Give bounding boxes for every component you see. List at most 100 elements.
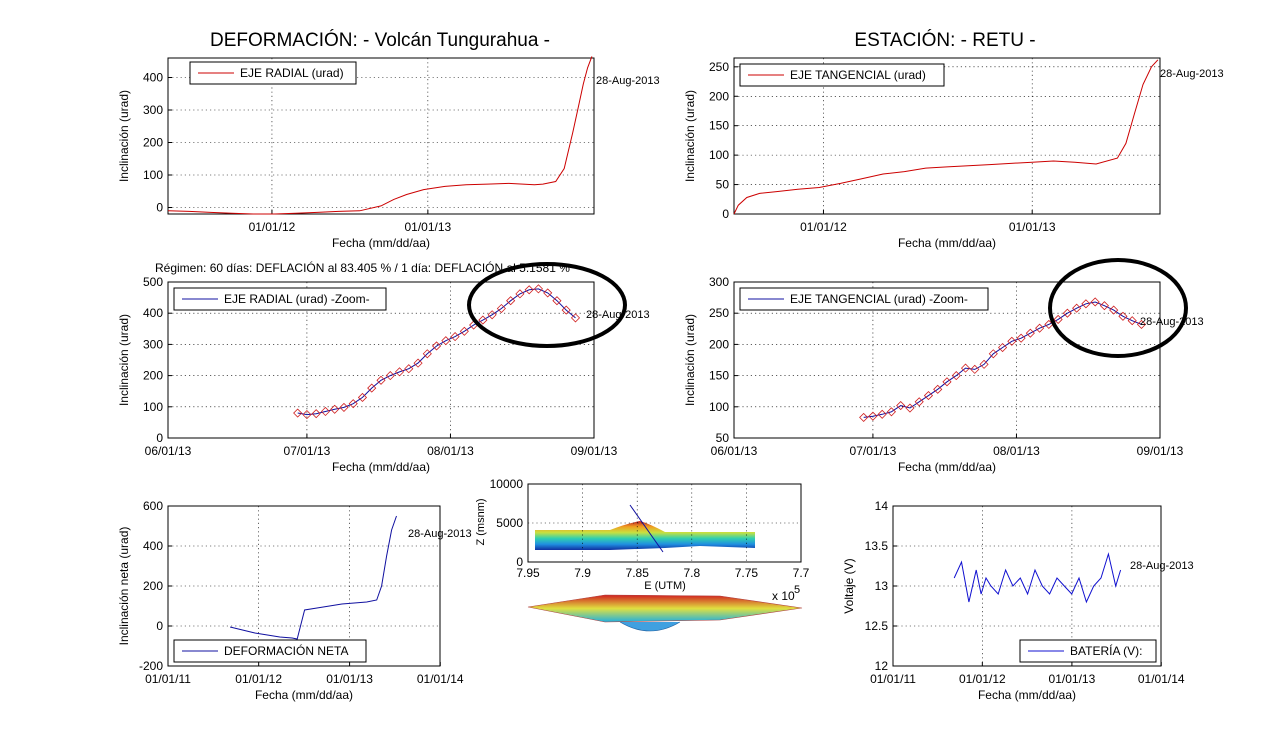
- data-point: [1007, 336, 1017, 346]
- legend-label: EJE RADIAL (urad) -Zoom-: [224, 292, 370, 306]
- x-tick-label: 09/01/13: [1137, 444, 1184, 458]
- series-line: [863, 301, 1142, 418]
- legend-label: EJE TANGENCIAL (urad) -Zoom-: [790, 292, 968, 306]
- data-point: [561, 305, 571, 315]
- x-axis-label: Fecha (mm/dd/aa): [332, 460, 430, 474]
- panel-bateria: 12 12.5 13 13.5 14 01/01/11 01/01/12 01/01/13 01…: [842, 499, 1194, 702]
- data-point: [1025, 328, 1035, 338]
- profile-3d-panel: 7.95 7.9 7.85 7.8 7.75 7.7 0 5000 10000 Z (msnm)…: [475, 477, 810, 632]
- series-line: [167, 56, 593, 215]
- y-tick-label: 12.5: [865, 619, 889, 633]
- date-annotation: 28-Aug-2013: [586, 309, 650, 321]
- data-point: [933, 384, 943, 394]
- y-axis-label: Voltaje (V): [842, 558, 856, 613]
- data-point: [459, 326, 469, 336]
- profile-x-tick-label: 7.95: [516, 566, 540, 580]
- y-tick-label: 300: [143, 103, 163, 117]
- data-point: [997, 342, 1008, 353]
- data-point: [496, 303, 506, 314]
- data-point: [979, 359, 989, 369]
- y-tick-label: 300: [709, 275, 729, 289]
- data-point: [914, 397, 924, 407]
- data-point: [951, 371, 961, 381]
- date-annotation: 28-Aug-2013: [1140, 316, 1204, 328]
- profile-x-tick-label: 7.9: [574, 566, 591, 580]
- data-point: [543, 288, 553, 298]
- panel-tangencial: 0 50 100 150 200 250 01/01/12 01/01/13 Fecha (mm…: [683, 57, 1224, 250]
- y-tick-label: 400: [143, 71, 163, 85]
- data-point: [988, 349, 998, 359]
- profile-y-tick-label: 5000: [496, 516, 523, 530]
- y-tick-label: 200: [143, 579, 163, 593]
- panel-tangencial-zoom: 50 100 150 200 250 300 06/01/13 07/01/13 08/01/1…: [683, 258, 1204, 474]
- profile-x-tick-label: 7.7: [793, 566, 810, 580]
- data-point: [339, 402, 349, 412]
- data-point: [570, 313, 581, 323]
- data-point: [1016, 333, 1026, 343]
- series-line: [733, 59, 1159, 215]
- legend-box: [739, 63, 945, 87]
- profile-line: [629, 504, 664, 553]
- y-axis-label: Inclinación neta (urad): [117, 527, 131, 646]
- y-tick-label: 200: [143, 136, 163, 150]
- data-point: [1109, 305, 1119, 315]
- data-point: [905, 403, 915, 413]
- legend-box: [173, 287, 387, 311]
- y-axis-label: Inclinación (urad): [683, 314, 697, 406]
- profile-exponent: x 10: [772, 589, 795, 603]
- date-annotation: 28-Aug-2013: [408, 528, 472, 540]
- data-point: [487, 310, 497, 320]
- x-tick-label: 06/01/13: [711, 444, 758, 458]
- data-point: [1118, 311, 1128, 321]
- data-point: [404, 364, 414, 374]
- legend-label: DEFORMACIÓN NETA: [224, 643, 348, 658]
- x-tick-label: 01/01/14: [417, 672, 464, 686]
- profile-y-tick-label: 10000: [490, 477, 524, 491]
- title-right: ESTACIÓN: - RETU -: [854, 29, 1035, 51]
- data-point: [450, 332, 460, 342]
- x-axis-label: Fecha (mm/dd/aa): [898, 460, 996, 474]
- data-point: [302, 410, 312, 420]
- terrain-profile: [535, 521, 755, 550]
- legend-box: [739, 287, 989, 311]
- y-tick-label: 0: [156, 431, 163, 445]
- legend-label: BATERÍA (V):: [1070, 643, 1142, 658]
- profile-y-tick-label: 0: [516, 555, 523, 569]
- highlight-ellipse: [1048, 258, 1188, 358]
- profile-xlabel: E (UTM): [644, 580, 686, 592]
- profile-x-tick-label: 7.8: [683, 566, 700, 580]
- surface-dip: [619, 621, 681, 632]
- x-tick-label: 01/01/11: [870, 672, 916, 686]
- y-tick-label: 100: [143, 168, 163, 182]
- legend-label: EJE TANGENCIAL (urad): [790, 68, 926, 82]
- x-tick-label: 01/01/13: [1049, 672, 1096, 686]
- data-point: [506, 296, 516, 306]
- data-point: [367, 383, 377, 393]
- x-tick-label: 01/01/11: [145, 672, 191, 686]
- data-point: [394, 367, 405, 377]
- y-tick-label: 200: [709, 89, 729, 103]
- legend-label: EJE RADIAL (urad): [240, 66, 344, 80]
- x-tick-label: 08/01/13: [427, 444, 474, 458]
- data-point: [877, 409, 887, 419]
- data-point: [320, 406, 331, 417]
- profile-ylabel: Z (msnm): [475, 498, 487, 545]
- data-point: [515, 289, 525, 299]
- y-tick-label: 12: [875, 659, 889, 673]
- y-tick-label: 100: [709, 400, 729, 414]
- x-tick-label: 01/01/12: [800, 220, 847, 234]
- y-tick-label: 600: [143, 499, 163, 513]
- x-axis-label: Fecha (mm/dd/aa): [898, 236, 996, 250]
- data-point: [311, 409, 321, 419]
- data-point: [1081, 299, 1091, 309]
- x-tick-label: 06/01/13: [145, 444, 192, 458]
- x-tick-label: 01/01/13: [326, 672, 373, 686]
- title-left: DEFORMACIÓN: - Volcán Tungurahua -: [210, 29, 550, 51]
- data-point: [942, 377, 952, 387]
- y-tick-label: -200: [139, 659, 163, 673]
- y-tick-label: 400: [143, 539, 163, 553]
- y-tick-label: 13: [875, 579, 889, 593]
- y-tick-label: 13.5: [865, 539, 889, 553]
- x-tick-label: 01/01/13: [405, 220, 452, 234]
